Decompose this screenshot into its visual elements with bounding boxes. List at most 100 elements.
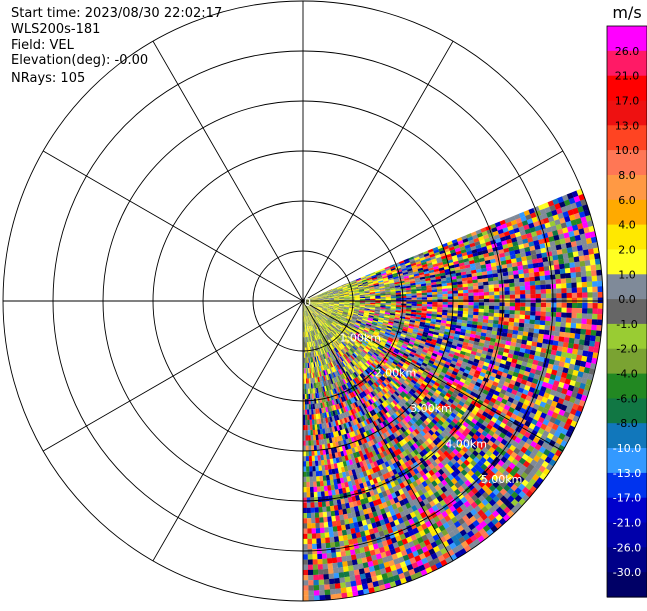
velocity-gate <box>448 302 453 305</box>
velocity-gate <box>463 293 468 296</box>
velocity-gate <box>582 282 588 288</box>
velocity-gate <box>479 306 484 310</box>
velocity-gate <box>370 303 375 305</box>
velocity-gate <box>559 332 565 338</box>
velocity-gate <box>530 281 536 286</box>
velocity-gate <box>512 266 518 271</box>
velocity-gate <box>580 261 586 267</box>
velocity-gate <box>499 287 505 291</box>
velocity-gate <box>381 297 386 299</box>
velocity-gate <box>458 290 464 293</box>
velocity-gate <box>474 302 479 305</box>
velocity-gate <box>583 345 589 351</box>
velocity-gate <box>571 318 577 324</box>
velocity-gate <box>544 325 550 330</box>
velocity-gate <box>535 311 541 316</box>
velocity-gate <box>422 302 427 304</box>
velocity-gate <box>568 343 574 349</box>
velocity-gate <box>360 298 365 299</box>
velocity-gate <box>588 298 593 304</box>
velocity-gate <box>529 320 535 325</box>
velocity-gate <box>427 290 432 293</box>
velocity-gate <box>541 289 547 294</box>
velocity-gate <box>573 251 579 257</box>
velocity-gate <box>545 275 551 280</box>
velocity-gate <box>422 295 427 298</box>
velocity-gate <box>468 305 473 308</box>
velocity-gate <box>556 293 561 298</box>
velocity-gate <box>494 313 500 317</box>
velocity-gate <box>541 312 547 317</box>
velocity-gate <box>574 339 580 345</box>
velocity-gate <box>577 287 583 292</box>
velocity-gate <box>504 310 510 314</box>
velocity-gate <box>406 298 411 300</box>
velocity-gate <box>560 273 566 279</box>
velocity-gate <box>457 281 463 285</box>
velocity-gate <box>572 308 578 313</box>
velocity-gate <box>365 299 370 300</box>
velocity-gate <box>540 285 546 290</box>
velocity-gate <box>479 302 484 306</box>
velocity-gate <box>458 305 463 308</box>
velocity-gate <box>561 288 567 293</box>
velocity-gate <box>515 303 520 307</box>
velocity-gate <box>509 314 515 318</box>
velocity-gate <box>581 277 587 283</box>
velocity-gate <box>569 338 575 344</box>
velocity-gate <box>488 320 494 324</box>
velocity-gate <box>514 274 520 279</box>
velocity-gate <box>519 282 525 287</box>
velocity-gate <box>473 286 479 290</box>
velocity-gate <box>541 294 546 299</box>
velocity-gate <box>556 317 562 322</box>
velocity-gate <box>586 276 592 282</box>
velocity-gate <box>391 298 396 300</box>
velocity-gate <box>432 297 437 300</box>
velocity-gate <box>530 311 536 316</box>
velocity-gate <box>493 280 499 284</box>
velocity-gate <box>590 259 596 265</box>
velocity-gate <box>587 287 593 293</box>
velocity-gate <box>565 268 571 274</box>
velocity-gate <box>552 250 558 256</box>
velocity-gate <box>523 331 529 336</box>
velocity-gate <box>474 292 479 296</box>
velocity-gate <box>520 311 526 316</box>
velocity-gate <box>503 276 509 281</box>
velocity-gate <box>401 305 406 307</box>
velocity-gate <box>396 294 401 296</box>
velocity-gate <box>406 296 411 298</box>
velocity-gate <box>499 306 504 310</box>
velocity-gate <box>569 257 575 263</box>
velocity-gate <box>554 264 560 270</box>
velocity-gate <box>443 305 448 308</box>
velocity-gate <box>386 295 391 297</box>
velocity-gate <box>576 318 582 324</box>
velocity-gate <box>468 315 474 319</box>
velocity-gate <box>412 304 417 306</box>
velocity-gate <box>502 268 508 273</box>
velocity-gate <box>534 329 540 334</box>
velocity-gate <box>550 317 556 322</box>
velocity-gate <box>571 313 577 318</box>
velocity-gate <box>484 288 490 292</box>
velocity-gate <box>566 313 572 318</box>
velocity-gate <box>500 302 505 306</box>
velocity-gate <box>563 253 569 259</box>
velocity-gate <box>564 337 570 343</box>
velocity-gate <box>463 311 469 314</box>
velocity-gate <box>539 271 545 276</box>
velocity-gate <box>541 298 546 303</box>
velocity-gate <box>489 302 494 306</box>
velocity-gate <box>525 294 530 298</box>
velocity-gate <box>494 284 500 288</box>
velocity-gate <box>581 319 587 325</box>
velocity-gate <box>468 286 474 290</box>
velocity-gate <box>571 283 577 289</box>
velocity-gate <box>494 291 499 295</box>
velocity-gate <box>401 298 406 300</box>
velocity-gate <box>510 310 516 314</box>
velocity-gate <box>344 300 349 301</box>
